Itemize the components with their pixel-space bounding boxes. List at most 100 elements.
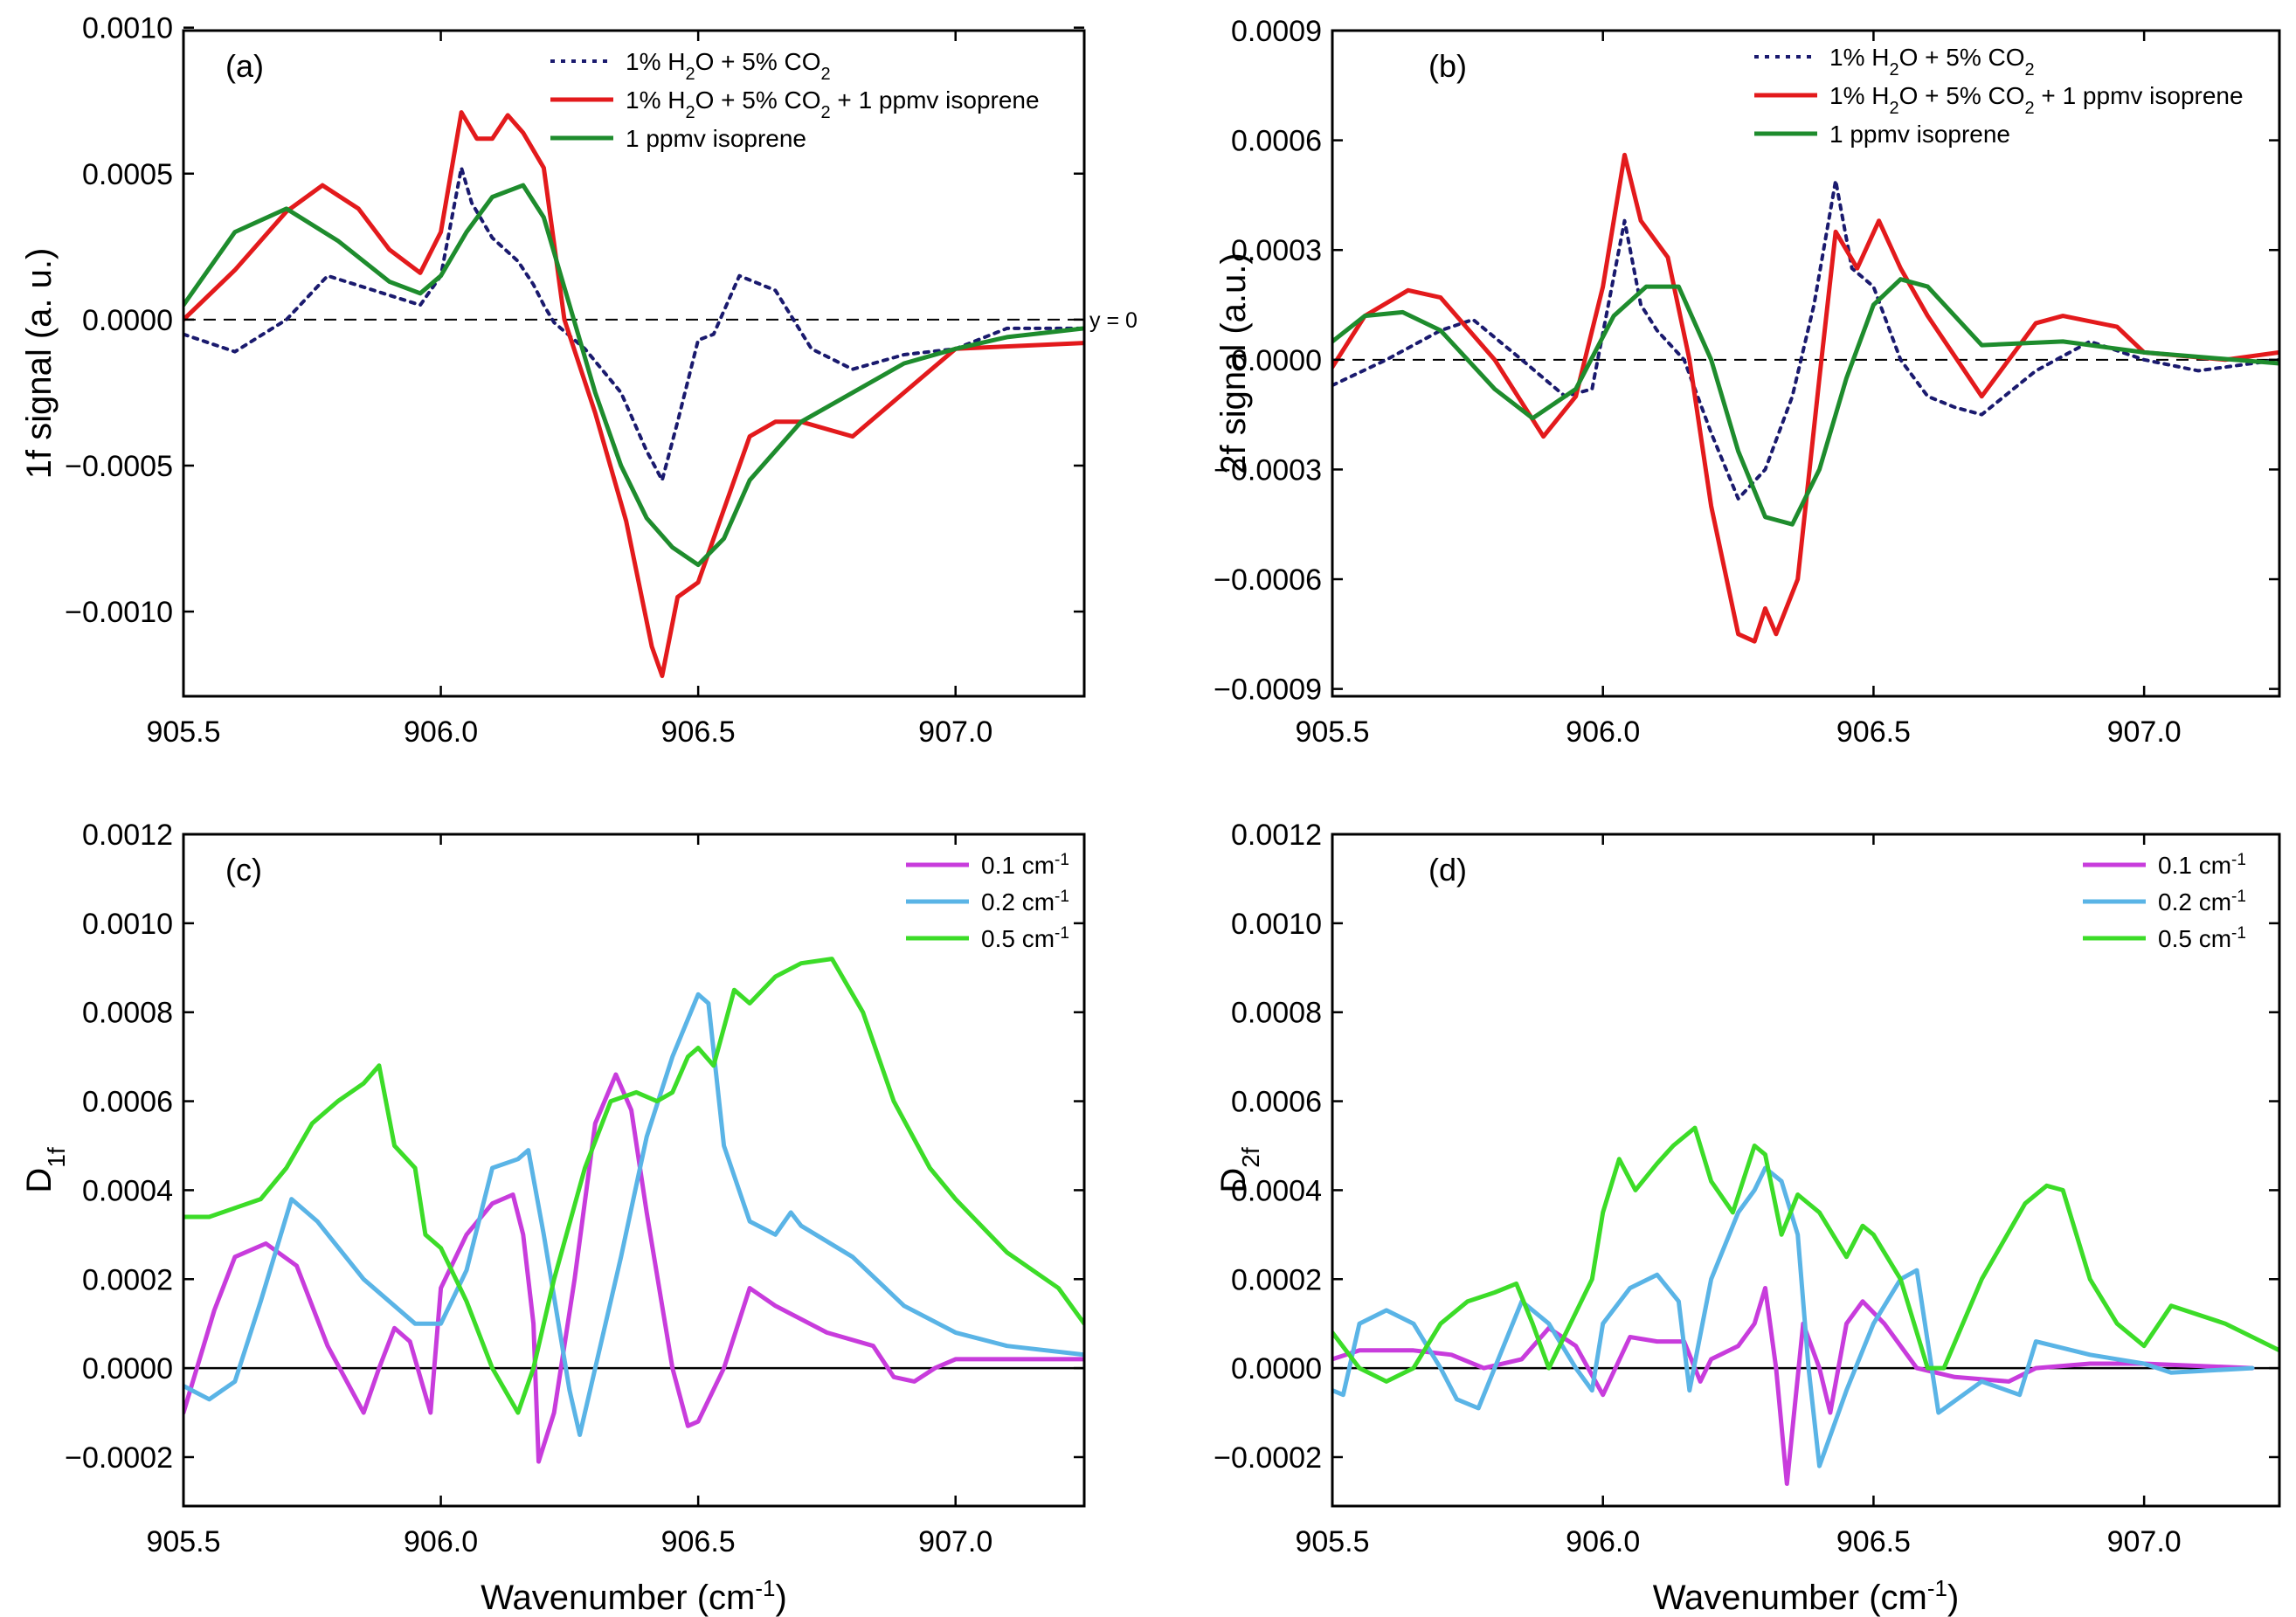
panel-b-legend-label-mixture: 1% H2O + 5% CO2 + 1 ppmv isoprene xyxy=(1829,82,2244,118)
panel-b-ticks: 905.5 906.0 906.5 907.0 0.0009 0.0006 0.0003 0.… xyxy=(1214,15,2279,749)
panel-d-y-tick-label: 0.0006 xyxy=(1231,1086,1322,1119)
panel-c-x-axis-label: Wavenumber (cm-1) xyxy=(481,1575,787,1617)
panel-d-legend-label-0-5: 0.5 cm-1 xyxy=(2158,924,2246,953)
panel-a-series-mixture xyxy=(183,110,1084,679)
panel-d-ticks: 905.5 906.0 906.5 907.0 0.0012 0.0010 0.0008 0.… xyxy=(1214,819,2279,1558)
panel-c-series-d05 xyxy=(183,957,1084,1415)
panel-a-y-axis-label: 1f signal (a. u.) xyxy=(20,248,59,480)
panel-b-legend-label-h2o-co2: 1% H2O + 5% CO2 xyxy=(1829,44,2035,79)
panel-a-x-tick-label: 905.5 xyxy=(146,715,220,749)
panel-d-series-d05 xyxy=(1332,1125,2279,1384)
panel-b-legend-label-isoprene: 1 ppmv isoprene xyxy=(1829,121,2010,148)
panel-b-y-tick-label: 0.0009 xyxy=(1231,15,1322,48)
panel-c-x-tick-label: 905.5 xyxy=(146,1525,220,1558)
panel-c-label: (c) xyxy=(225,852,262,888)
panel-a-y-tick-label: 0.0010 xyxy=(82,12,173,45)
panel-a-y-tick-label: 0.0000 xyxy=(82,304,173,337)
panel-d-legend: 0.1 cm-1 0.2 cm-1 0.5 cm-1 xyxy=(2083,851,2246,953)
panel-c-y-tick-label: 0.0004 xyxy=(82,1174,173,1207)
panel-c-series-d02 xyxy=(183,992,1084,1437)
panel-c-x-tick-label: 906.5 xyxy=(661,1525,736,1558)
panel-d-y-tick-label: 0.0010 xyxy=(1231,908,1322,941)
panel-a-y-tick-label: −0.0005 xyxy=(65,450,173,483)
panel-a-series-h2o-co2 xyxy=(183,166,1084,482)
panel-d-series-d01 xyxy=(1332,1286,2255,1486)
panel-b-y-tick-label: −0.0003 xyxy=(1214,453,1322,487)
panel-a-label: (a) xyxy=(225,48,264,84)
panel-d-y-tick-label: −0.0002 xyxy=(1214,1441,1322,1475)
panel-a-legend-label-mixture: 1% H2O + 5% CO2 + 1 ppmv isoprene xyxy=(626,86,1040,122)
panel-d-label: (d) xyxy=(1428,852,1467,888)
panel-a-x-tick-label: 906.0 xyxy=(404,715,478,749)
panel-c-y-tick-label: 0.0010 xyxy=(82,908,173,941)
panel-b-y-tick-label: 0.0006 xyxy=(1231,125,1322,158)
panel-c-legend-label-0-1: 0.1 cm-1 xyxy=(981,851,1069,880)
panel-c-marks xyxy=(183,957,1084,1464)
panel-d-marks xyxy=(1332,1125,2279,1486)
panel-d-legend-label-0-1: 0.1 cm-1 xyxy=(2158,851,2246,880)
panel-d-x-tick-label: 906.0 xyxy=(1566,1525,1640,1558)
panel-c-x-tick-label: 907.0 xyxy=(918,1525,992,1558)
panel-d-y-tick-label: 0.0012 xyxy=(1231,819,1322,852)
panel-c-legend-label-0-2: 0.2 cm-1 xyxy=(981,888,1069,916)
panel-a-y-tick-label: 0.0005 xyxy=(82,158,173,191)
panel-c-frame xyxy=(182,833,1086,1508)
panel-d-frame xyxy=(1331,833,2281,1508)
panel-c-legend-label-0-5: 0.5 cm-1 xyxy=(981,924,1069,953)
panel-d-y-axis-label: D2f xyxy=(1214,1147,1264,1192)
panel-d-x-tick-label: 906.5 xyxy=(1836,1525,1911,1558)
panel-b-legend: 1% H2O + 5% CO2 1% H2O + 5% CO2 + 1 ppmv… xyxy=(1754,44,2244,148)
panel-a-legend-label-h2o-co2: 1% H2O + 5% CO2 xyxy=(626,48,831,84)
panel-c-x-tick-label: 906.0 xyxy=(404,1525,478,1558)
panel-a-x-tick-label: 906.5 xyxy=(661,715,736,749)
panel-a-frame xyxy=(182,29,1086,698)
panel-c-y-tick-label: 0.0006 xyxy=(82,1086,173,1119)
panel-d-series-d02 xyxy=(1332,1165,2255,1468)
panel-c: 905.5 906.0 906.5 907.0 0.0012 0.0010 0.0008 0.… xyxy=(20,819,1086,1617)
panel-d-x-tick-label: 905.5 xyxy=(1295,1525,1369,1558)
panel-b-y-tick-label: 0.0000 xyxy=(1231,344,1322,377)
panel-b-marks xyxy=(1332,152,2279,644)
panel-b-y-tick-label: −0.0009 xyxy=(1214,674,1322,707)
panel-b: 905.5 906.0 906.5 907.0 0.0009 0.0006 0.0003 0.… xyxy=(1214,15,2281,749)
panel-b-series-isoprene xyxy=(1332,277,2279,527)
panel-b-y-tick-label: 0.0003 xyxy=(1231,234,1322,267)
panel-b-x-tick-label: 906.0 xyxy=(1566,715,1640,749)
panel-c-y-tick-label: 0.0008 xyxy=(82,997,173,1030)
panel-b-frame xyxy=(1331,29,2281,698)
panel-a-x-tick-label: 907.0 xyxy=(918,715,992,749)
panel-a-legend-label-isoprene: 1 ppmv isoprene xyxy=(626,125,806,152)
panel-b-series-mixture xyxy=(1332,152,2279,644)
panel-a-ticks: 905.5 906.0 906.5 907.0 0.0010 0.0005 0.0000 −0… xyxy=(65,12,1084,749)
panel-b-label: (b) xyxy=(1428,48,1467,84)
panel-c-y-tick-label: 0.0012 xyxy=(82,819,173,852)
panel-d-y-tick-label: 0.0008 xyxy=(1231,997,1322,1030)
panel-d-y-tick-label: 0.0002 xyxy=(1231,1263,1322,1296)
panel-a: 905.5 906.0 906.5 907.0 0.0010 0.0005 0.0000 −0… xyxy=(20,12,1138,749)
panel-c-y-tick-label: 0.0002 xyxy=(82,1263,173,1296)
panel-a-reference-label: y = 0 xyxy=(1089,308,1138,333)
panel-d-y-tick-label: 0.0000 xyxy=(1231,1352,1322,1386)
panel-c-series-d01 xyxy=(183,1072,1084,1464)
panel-b-series-h2o-co2 xyxy=(1332,178,2279,501)
panel-d-legend-label-0-2: 0.2 cm-1 xyxy=(2158,888,2246,916)
panel-a-legend: 1% H2O + 5% CO2 1% H2O + 5% CO2 + 1 ppmv… xyxy=(550,48,1040,152)
panel-d-x-axis-label: Wavenumber (cm-1) xyxy=(1653,1575,1960,1617)
panel-b-x-tick-label: 906.5 xyxy=(1836,715,1911,749)
panel-a-marks xyxy=(183,110,1084,679)
panel-d: 905.5 906.0 906.5 907.0 0.0012 0.0010 0.0008 0.… xyxy=(1214,819,2281,1617)
panel-b-y-axis-label: 2f signal (a.u.) xyxy=(1214,252,1253,473)
panel-a-y-tick-label: −0.0010 xyxy=(65,596,173,629)
panel-a-series-isoprene xyxy=(183,183,1084,568)
panel-c-y-tick-label: 0.0000 xyxy=(82,1352,173,1386)
panel-d-y-tick-label: 0.0004 xyxy=(1231,1174,1322,1207)
panel-c-ticks: 905.5 906.0 906.5 907.0 0.0012 0.0010 0.0008 0.… xyxy=(65,819,1084,1558)
panel-b-x-tick-label: 907.0 xyxy=(2107,715,2182,749)
panel-c-y-tick-label: −0.0002 xyxy=(65,1441,173,1475)
panel-b-x-tick-label: 905.5 xyxy=(1295,715,1369,749)
panel-d-x-tick-label: 907.0 xyxy=(2107,1525,2182,1558)
panel-c-y-axis-label: D1f xyxy=(20,1147,70,1192)
panel-b-y-tick-label: −0.0006 xyxy=(1214,563,1322,597)
